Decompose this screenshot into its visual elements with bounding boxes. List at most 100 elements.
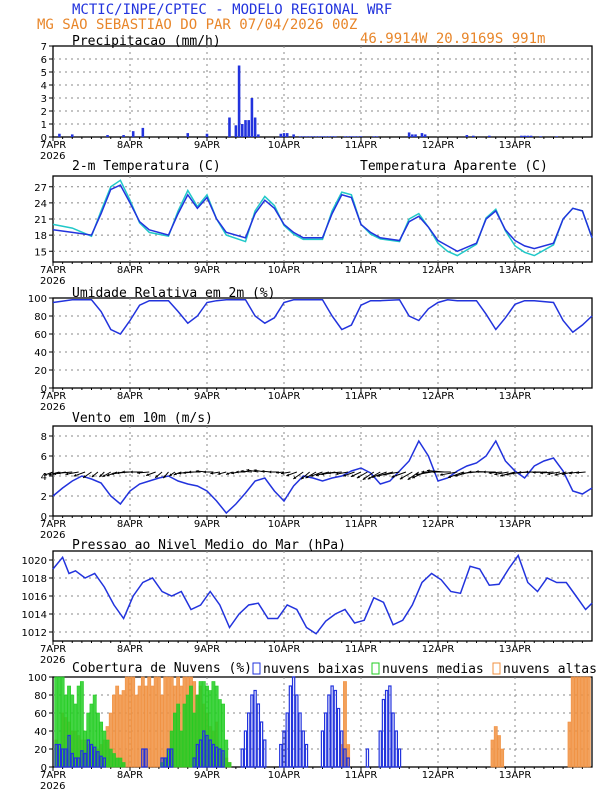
wind-vector-head bbox=[448, 475, 451, 479]
cloud-bar-baixas bbox=[202, 730, 206, 768]
y-tick-label: 5 bbox=[41, 68, 47, 79]
cloud-bar-altas bbox=[500, 748, 505, 768]
panel-title: Vento em 10m (m/s) bbox=[72, 411, 213, 426]
wind-vector-head bbox=[73, 473, 77, 477]
x-tick-label: 11APR bbox=[345, 140, 378, 151]
precip-bar bbox=[298, 136, 302, 137]
wind-vector-head bbox=[130, 470, 133, 474]
precip-bar bbox=[314, 136, 318, 137]
cloud-bar-baixas bbox=[304, 743, 309, 768]
wind-vector-head bbox=[383, 472, 387, 476]
wind-vector-head bbox=[350, 474, 354, 477]
x-tick-label: 12APR bbox=[422, 644, 455, 655]
cloud-bar-baixas bbox=[160, 757, 164, 768]
x-tick-label: 9APR bbox=[194, 140, 220, 151]
legend-swatch bbox=[252, 662, 261, 675]
wind-vector-head bbox=[137, 471, 140, 475]
cloud-bar-baixas bbox=[76, 757, 81, 768]
wind-vector-head bbox=[367, 476, 371, 480]
x-year-label: 2026 bbox=[40, 151, 65, 162]
wind-vector-head bbox=[461, 471, 464, 475]
cloud-bar-baixas bbox=[298, 712, 302, 768]
x-tick-label: 10APR bbox=[268, 519, 301, 530]
x-tick-label: 8APR bbox=[117, 391, 143, 402]
y-tick-label: 1020 bbox=[22, 556, 47, 567]
x-tick-label: 12APR bbox=[422, 265, 455, 276]
cloud-bar-baixas bbox=[141, 748, 145, 768]
wind-vector-head bbox=[203, 470, 206, 474]
y-tick-label: 2 bbox=[41, 492, 47, 503]
y-tick-label: 3 bbox=[41, 94, 47, 105]
precip-bar bbox=[539, 136, 542, 137]
precip-bar bbox=[523, 135, 526, 137]
x-tick-label: 7APR bbox=[40, 140, 66, 151]
wind-vector-head bbox=[321, 472, 324, 476]
plot-frame bbox=[52, 175, 593, 263]
precip-bar bbox=[285, 133, 289, 137]
wind-vector-head bbox=[116, 471, 120, 475]
precip-bar bbox=[305, 136, 308, 137]
wind-vector-head bbox=[99, 474, 103, 477]
x-year-label: 2026 bbox=[40, 655, 65, 666]
panel-title: Pressao ao Nivel Medio do Mar (hPa) bbox=[72, 538, 346, 553]
cloud-bar-baixas bbox=[80, 750, 84, 768]
x-tick-label: 11APR bbox=[345, 265, 378, 276]
x-tick-label: 12APR bbox=[422, 519, 455, 530]
wind-vector-head bbox=[293, 476, 297, 479]
wind-vector-head bbox=[475, 470, 479, 474]
wind-vector-head bbox=[217, 472, 221, 476]
wind-vector-head bbox=[83, 475, 87, 478]
wind-vector-head bbox=[356, 475, 360, 479]
legend-apparent-temperature: Temperatura Aparente (C) bbox=[360, 159, 548, 174]
cloud-bar-baixas bbox=[89, 743, 94, 768]
plot-frame bbox=[52, 297, 593, 389]
wind-vector-head bbox=[301, 476, 305, 480]
cloud-bar-baixas bbox=[144, 748, 148, 768]
x-tick-label: 8APR bbox=[117, 140, 143, 151]
cloud-bar-medias bbox=[76, 685, 81, 768]
cloud-bar-altas bbox=[134, 694, 139, 768]
y-tick-label: 18 bbox=[34, 231, 47, 242]
x-tick-label: 10APR bbox=[268, 265, 301, 276]
y-tick-label: 40 bbox=[34, 727, 47, 738]
precip-bar bbox=[353, 136, 356, 137]
wind-vector-head bbox=[532, 470, 536, 474]
cloud-bar-medias bbox=[112, 753, 116, 768]
cloud-bar-altas bbox=[160, 694, 164, 768]
precip-bar bbox=[526, 135, 530, 137]
wind-vector-head bbox=[48, 472, 52, 476]
x-tick-label: 13APR bbox=[499, 391, 532, 402]
legend-label: nuvens altas bbox=[503, 662, 597, 677]
wind-vector-head bbox=[540, 471, 543, 475]
wind-vector-head bbox=[268, 470, 272, 474]
cloud-bar-medias bbox=[227, 762, 232, 768]
cloud-bar-baixas bbox=[195, 743, 200, 768]
cloud-bar-medias bbox=[185, 694, 190, 768]
y-tick-label: 1 bbox=[41, 120, 47, 131]
y-tick-label: 7 bbox=[41, 42, 47, 53]
wind-vector-head bbox=[412, 475, 416, 479]
wind-panel: 7APR 8APR 9APR 10APR 11APR 12APR 13APR 2026 0 2 4 6… bbox=[40, 411, 593, 541]
cloud-bar-medias bbox=[173, 712, 177, 768]
y-tick-label: 1018 bbox=[22, 574, 47, 585]
x-tick-label: 7APR bbox=[40, 265, 66, 276]
wind-vector-head bbox=[91, 474, 95, 478]
y-tick-label: 1014 bbox=[22, 610, 47, 621]
wind-vector-head bbox=[561, 472, 565, 476]
wind-vector-head bbox=[343, 473, 347, 477]
wind-vector-head bbox=[505, 472, 509, 476]
cloud-bar-baixas bbox=[384, 689, 389, 768]
precip-bar bbox=[465, 135, 469, 137]
cloud-bar-baixas bbox=[279, 743, 283, 768]
cloud-bar-baixas bbox=[346, 757, 350, 768]
clouds-panel: 7APR 8APR 9APR 10APR 11APR 12APR 13APR 2026 0 20 4… bbox=[28, 661, 597, 792]
precip-bar bbox=[334, 136, 337, 137]
wind-vector-head bbox=[439, 473, 443, 477]
cloud-bar-baixas bbox=[365, 748, 370, 768]
y-tick-label: 8 bbox=[41, 432, 47, 443]
cloud-bar-medias bbox=[189, 685, 193, 768]
precip-bar bbox=[244, 120, 247, 137]
wind-vector-head bbox=[335, 472, 339, 476]
cloud-bar-medias bbox=[176, 703, 181, 768]
x-tick-label: 11APR bbox=[345, 644, 378, 655]
